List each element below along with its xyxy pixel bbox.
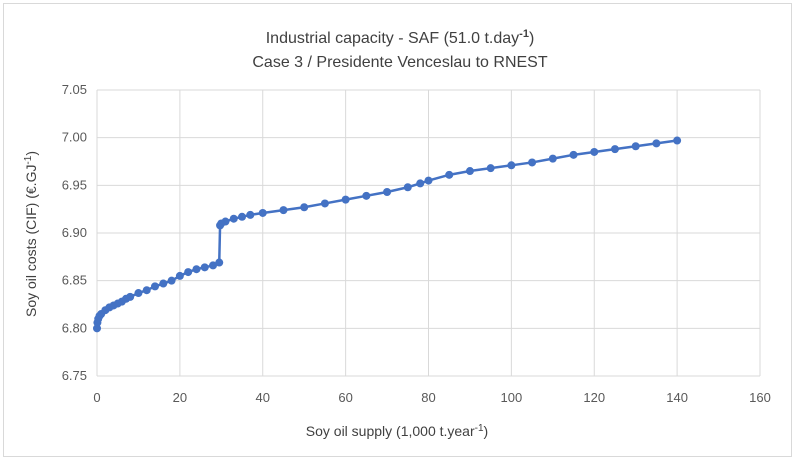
gridlines	[96, 89, 761, 377]
data-point	[246, 210, 255, 219]
data-point	[279, 206, 288, 215]
data-point	[192, 265, 201, 274]
y-axis-title: Soy oil costs (CIF) (€.GJ-1)	[23, 151, 39, 317]
data-point	[465, 167, 474, 176]
x-tick-label: 80	[421, 390, 435, 405]
data-point	[126, 292, 135, 301]
data-point	[445, 170, 454, 179]
x-tick-label: 140	[666, 390, 688, 405]
chart-frame: Industrial capacity - SAF (51.0 t.day-1)…	[3, 3, 792, 457]
data-point	[258, 208, 267, 217]
data-point	[341, 195, 350, 204]
y-tick-label: 6.80	[62, 320, 87, 335]
data-point	[229, 214, 238, 223]
data-point	[151, 282, 160, 291]
data-point	[238, 212, 247, 221]
data-point	[507, 161, 516, 170]
chart-title: Industrial capacity - SAF (51.0 t.day-1)	[266, 28, 535, 47]
x-tick-label: 100	[501, 390, 523, 405]
data-point	[424, 176, 433, 185]
data-point	[167, 276, 176, 285]
data-point	[184, 268, 193, 277]
x-tick-labels: 0 20 40 60 80 100 120 140 160	[93, 390, 770, 405]
x-tick-label: 120	[583, 390, 605, 405]
data-point	[416, 179, 425, 188]
data-point	[362, 191, 371, 200]
data-point	[528, 158, 537, 167]
y-tick-label: 6.85	[62, 273, 87, 288]
chart-subtitle: Case 3 / Presidente Venceslau to RNEST	[252, 54, 547, 71]
data-point	[590, 147, 599, 156]
y-tick-label: 6.75	[62, 368, 87, 383]
data-point	[175, 271, 184, 280]
y-tick-label: 7.05	[62, 82, 87, 97]
data-point	[569, 150, 578, 159]
data-point	[383, 188, 392, 197]
x-tick-label: 60	[338, 390, 352, 405]
data-point	[209, 261, 218, 270]
chart-svg: Industrial capacity - SAF (51.0 t.day-1)…	[23, 28, 771, 439]
x-tick-label: 20	[173, 390, 187, 405]
data-point	[610, 145, 619, 154]
data-point	[486, 164, 495, 173]
series-soy-oil-cost	[93, 136, 682, 333]
data-point	[320, 199, 329, 208]
data-point	[134, 289, 143, 298]
data-point	[215, 258, 224, 267]
data-point	[142, 286, 151, 295]
y-tick-labels: 6.75 6.80 6.85 6.90 6.95 7.00 7.05	[62, 82, 87, 383]
x-tick-label: 160	[749, 390, 771, 405]
x-tick-label: 40	[256, 390, 270, 405]
data-point	[548, 154, 557, 163]
y-tick-label: 6.95	[62, 177, 87, 192]
y-tick-label: 6.90	[62, 225, 87, 240]
data-point	[300, 203, 309, 212]
x-tick-label: 0	[93, 390, 100, 405]
data-point	[403, 183, 412, 192]
data-point	[631, 142, 640, 151]
data-point	[673, 136, 682, 145]
y-tick-label: 7.00	[62, 130, 87, 145]
series-line	[95, 139, 678, 329]
x-axis-title: Soy oil supply (1,000 t.year-1)	[306, 423, 488, 439]
data-point	[159, 279, 168, 288]
data-point	[93, 324, 101, 333]
data-point	[652, 139, 661, 148]
data-point	[221, 217, 230, 226]
data-point	[200, 263, 209, 272]
